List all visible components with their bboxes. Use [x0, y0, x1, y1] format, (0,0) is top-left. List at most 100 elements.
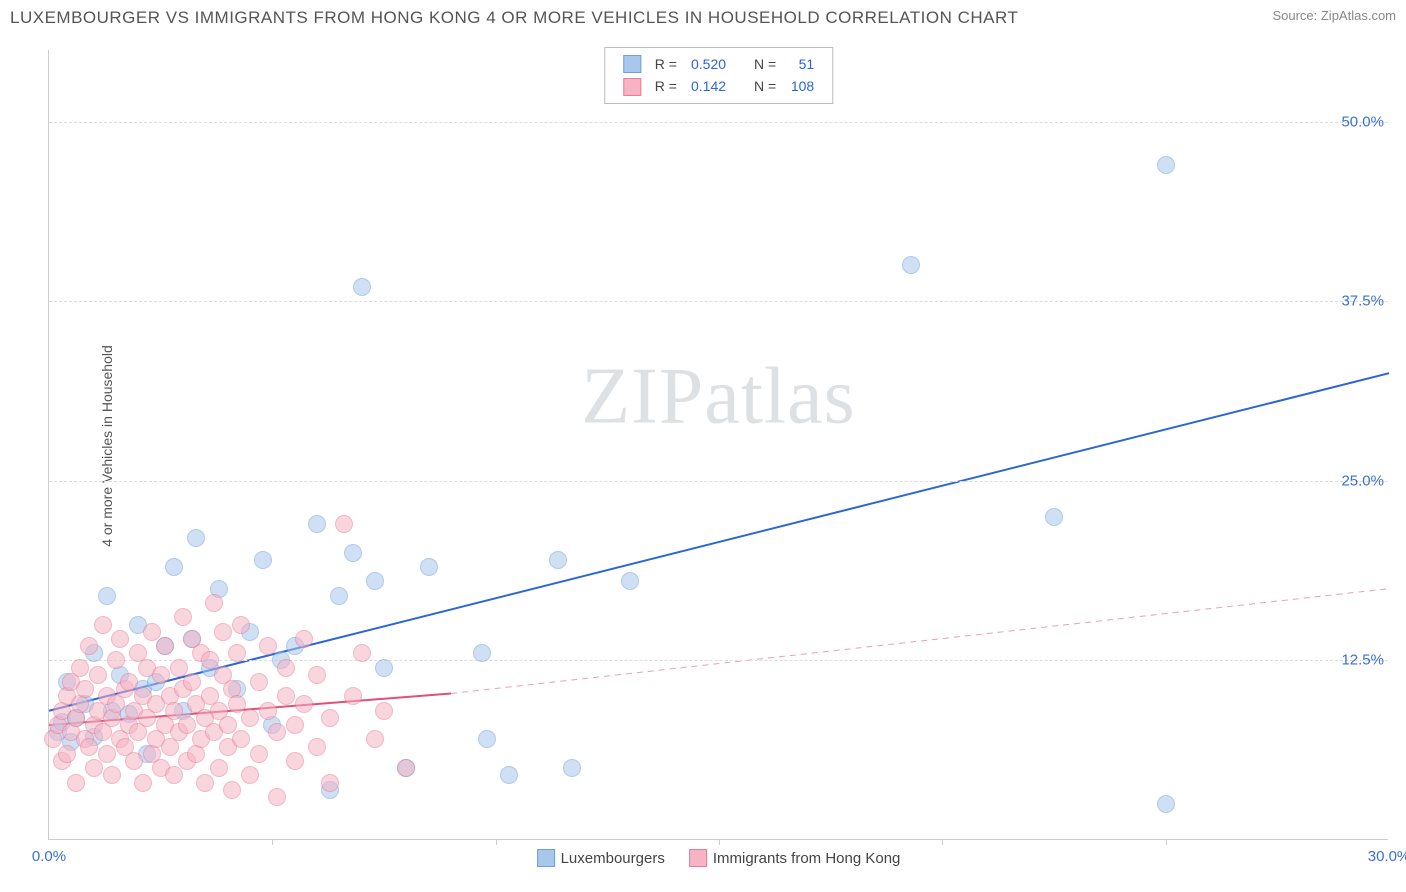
y-tick-label: 37.5%: [1341, 293, 1384, 310]
data-point: [170, 659, 188, 677]
data-point: [219, 716, 237, 734]
data-point: [353, 644, 371, 662]
gridline: [49, 122, 1388, 123]
x-tick-mark: [1166, 839, 1167, 845]
data-point: [259, 637, 277, 655]
data-point: [375, 702, 393, 720]
data-point: [366, 730, 384, 748]
data-point: [268, 788, 286, 806]
data-point: [375, 659, 393, 677]
stat-r-value: 0.520: [685, 54, 732, 74]
stats-legend: R =0.520 N =51 R =0.142 N =108: [604, 47, 833, 104]
data-point: [196, 774, 214, 792]
data-point: [308, 738, 326, 756]
data-point: [1045, 508, 1063, 526]
data-point: [76, 680, 94, 698]
data-point: [165, 766, 183, 784]
data-point: [366, 572, 384, 590]
gridline: [49, 481, 1388, 482]
legend-label: Immigrants from Hong Kong: [713, 850, 901, 867]
data-point: [397, 759, 415, 777]
legend-label: Luxembourgers: [561, 850, 665, 867]
data-point: [120, 673, 138, 691]
source-label: Source: ZipAtlas.com: [1272, 8, 1396, 23]
data-point: [71, 659, 89, 677]
data-point: [335, 515, 353, 533]
data-point: [107, 651, 125, 669]
data-point: [478, 730, 496, 748]
stat-r-value: 0.142: [685, 76, 732, 96]
data-point: [344, 544, 362, 562]
data-point: [58, 745, 76, 763]
data-point: [165, 558, 183, 576]
data-point: [321, 709, 339, 727]
data-point: [241, 709, 259, 727]
y-tick-label: 25.0%: [1341, 472, 1384, 489]
data-point: [201, 651, 219, 669]
x-tick-label: 30.0%: [1368, 848, 1406, 865]
data-point: [549, 551, 567, 569]
data-point: [134, 774, 152, 792]
x-tick-mark: [496, 839, 497, 845]
legend-swatch: [689, 849, 707, 867]
data-point: [353, 278, 371, 296]
data-point: [254, 551, 272, 569]
data-point: [178, 716, 196, 734]
data-point: [232, 730, 250, 748]
data-point: [111, 630, 129, 648]
data-point: [98, 745, 116, 763]
x-tick-mark: [719, 839, 720, 845]
data-point: [277, 687, 295, 705]
series-legend: Luxembourgers Immigrants from Hong Kong: [537, 849, 901, 867]
data-point: [98, 587, 116, 605]
chart-title: LUXEMBOURGER VS IMMIGRANTS FROM HONG KON…: [10, 8, 1018, 28]
stat-n-label: N =: [748, 76, 782, 96]
data-point: [286, 752, 304, 770]
data-point: [1157, 156, 1175, 174]
data-point: [241, 766, 259, 784]
data-point: [420, 558, 438, 576]
data-point: [902, 256, 920, 274]
data-point: [250, 673, 268, 691]
legend-item: Luxembourgers: [537, 849, 665, 867]
data-point: [85, 759, 103, 777]
legend-item: Immigrants from Hong Kong: [689, 849, 901, 867]
data-point: [223, 781, 241, 799]
data-point: [232, 616, 250, 634]
stat-r-label: R =: [649, 54, 683, 74]
data-point: [174, 608, 192, 626]
stat-n-value: 108: [784, 76, 820, 96]
data-point: [259, 702, 277, 720]
legend-swatch: [623, 55, 641, 73]
data-point: [286, 716, 304, 734]
data-point: [214, 623, 232, 641]
x-tick-mark: [942, 839, 943, 845]
y-tick-label: 50.0%: [1341, 113, 1384, 130]
data-point: [295, 630, 313, 648]
stat-r-label: R =: [649, 76, 683, 96]
data-point: [94, 616, 112, 634]
x-tick-mark: [272, 839, 273, 845]
data-point: [210, 759, 228, 777]
data-point: [563, 759, 581, 777]
stat-n-value: 51: [784, 54, 820, 74]
y-tick-label: 12.5%: [1341, 652, 1384, 669]
data-point: [228, 644, 246, 662]
data-point: [165, 702, 183, 720]
data-point: [89, 666, 107, 684]
stat-n-label: N =: [748, 54, 782, 74]
data-point: [183, 673, 201, 691]
data-point: [344, 687, 362, 705]
data-point: [330, 587, 348, 605]
data-point: [277, 659, 295, 677]
data-point: [205, 594, 223, 612]
data-point: [308, 515, 326, 533]
gridline: [49, 301, 1388, 302]
data-point: [308, 666, 326, 684]
data-point: [143, 623, 161, 641]
data-point: [187, 529, 205, 547]
data-point: [156, 637, 174, 655]
data-point: [268, 723, 286, 741]
watermark: ZIPatlas: [581, 352, 856, 443]
legend-swatch: [537, 849, 555, 867]
